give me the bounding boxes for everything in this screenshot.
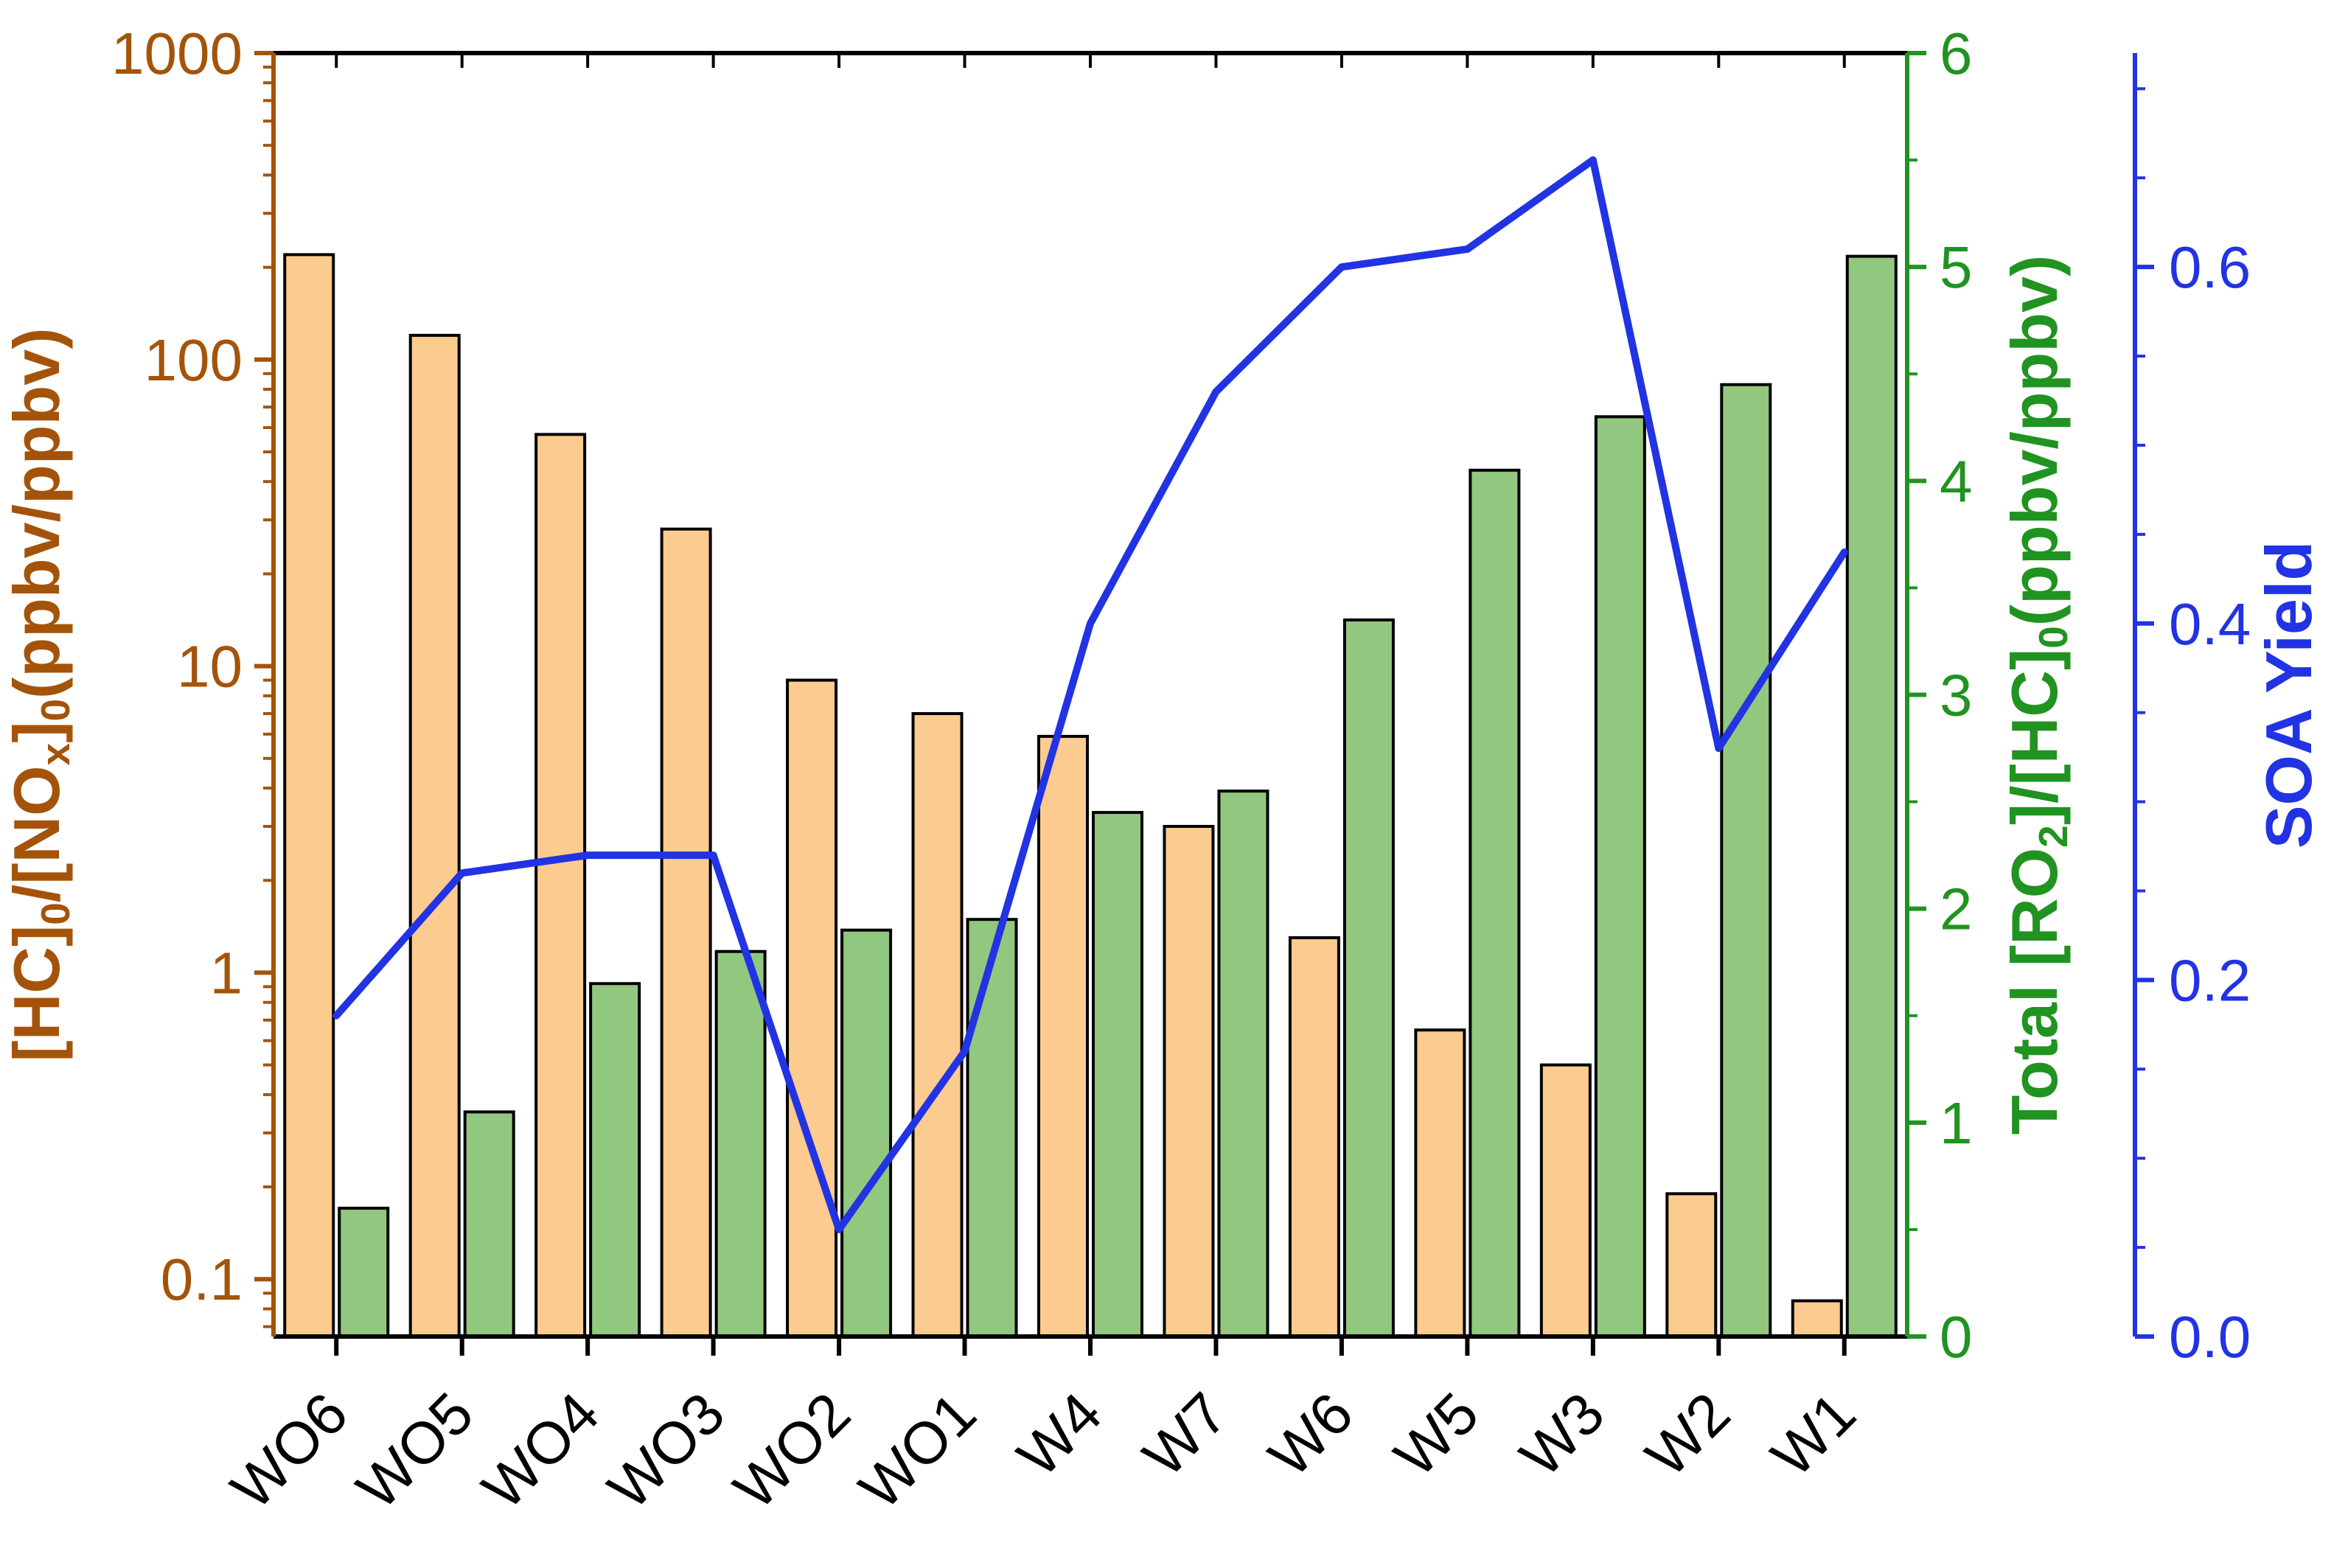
green-axis-tick-label: 4 xyxy=(1940,448,1973,514)
x-category-label: W2 xyxy=(1634,1380,1743,1489)
left-axis-title: [HC]0/[NOx]0(ppbv/ppbv) xyxy=(0,327,78,1062)
hc-nox-bar xyxy=(1665,1192,1718,1339)
ro2-hc-bar xyxy=(589,982,641,1338)
left-axis-tick-label: 10 xyxy=(177,634,243,700)
green-axis-tick-label: 6 xyxy=(1940,21,1973,86)
hc-nox-bar xyxy=(660,527,712,1338)
green-axis-tick-label: 5 xyxy=(1940,234,1973,300)
x-category-label: WO2 xyxy=(721,1380,863,1522)
green-axis-tick-label: 3 xyxy=(1940,663,1973,728)
ro2-hc-bar xyxy=(1845,254,1898,1338)
hc-nox-bar xyxy=(534,433,587,1338)
hc-nox-bar xyxy=(911,712,964,1338)
x-category-label: W4 xyxy=(1005,1380,1114,1489)
ro2-hc-bar xyxy=(1720,383,1772,1339)
left-axis-tick-label: 1000 xyxy=(111,21,243,86)
x-category-label: WO1 xyxy=(847,1380,989,1522)
x-category-label: WO3 xyxy=(596,1380,737,1522)
blue-axis: 0.0 0.2 0.4 0.6 xyxy=(2135,87,2251,1370)
soa-yield-polyline xyxy=(332,156,1848,1233)
ro2-hc-bar xyxy=(714,949,767,1338)
ro2-hc-bar xyxy=(1594,415,1646,1338)
blue-axis-tick-label: 0.6 xyxy=(2169,234,2251,300)
ro2-hc-bar xyxy=(338,1206,390,1339)
hc-nox-bar xyxy=(786,678,838,1338)
hc-nox-bar xyxy=(1539,1063,1592,1339)
green-axis-title: Total [RO2]/[HC]0(ppbv/ppbv) xyxy=(1998,255,2076,1135)
hc-nox-bar xyxy=(1791,1299,1843,1339)
blue-axis-tick-label: 0.0 xyxy=(2169,1304,2251,1370)
hc-nox-bar xyxy=(1037,734,1089,1338)
ro2-hc-bar xyxy=(1469,468,1521,1339)
ro2-hc-bars xyxy=(338,254,1898,1339)
left-axis: 1000 100 10 1 0.1 xyxy=(111,21,274,1328)
x-category-label: WO5 xyxy=(344,1380,486,1522)
green-axis-tick-label: 0 xyxy=(1940,1304,1973,1370)
ro2-hc-bar xyxy=(1342,618,1395,1338)
ro2-hc-bar xyxy=(1217,790,1269,1338)
green-axis-tick-label: 1 xyxy=(1940,1090,1973,1156)
x-category-label: WO6 xyxy=(218,1380,360,1522)
soa-yield-line xyxy=(332,156,1848,1233)
hc-nox-bars xyxy=(283,253,1843,1339)
left-axis-tick-label: 100 xyxy=(144,327,243,393)
x-category-label: W3 xyxy=(1508,1380,1617,1489)
hc-nox-bar xyxy=(408,333,461,1338)
green-axis-tick-label: 2 xyxy=(1940,877,1973,942)
ro2-hc-bar xyxy=(966,918,1018,1339)
left-axis-tick-label: 1 xyxy=(210,940,243,1006)
x-category-label: W1 xyxy=(1759,1380,1868,1489)
ro2-hc-bar xyxy=(463,1110,515,1338)
hc-nox-bar xyxy=(1288,936,1340,1338)
blue-axis-tick-label: 0.2 xyxy=(2169,947,2251,1013)
x-category-label: WO4 xyxy=(470,1380,611,1522)
blue-axis-title: SOA Yield xyxy=(2252,541,2325,849)
green-axis: 0 1 2 3 4 5 6 xyxy=(1907,21,1973,1370)
x-category-label: W6 xyxy=(1256,1380,1365,1489)
left-axis-tick-label: 0.1 xyxy=(161,1247,243,1312)
hc-nox-bar xyxy=(1414,1028,1466,1338)
x-category-label: W7 xyxy=(1131,1380,1240,1489)
ro2-hc-bar xyxy=(840,928,893,1338)
blue-axis-tick-label: 0.4 xyxy=(2169,591,2251,657)
hc-nox-bar xyxy=(1163,825,1215,1339)
x-category-label: W5 xyxy=(1382,1380,1491,1489)
hc-nox-bar xyxy=(283,253,335,1338)
ro2-hc-bar xyxy=(1092,811,1143,1338)
